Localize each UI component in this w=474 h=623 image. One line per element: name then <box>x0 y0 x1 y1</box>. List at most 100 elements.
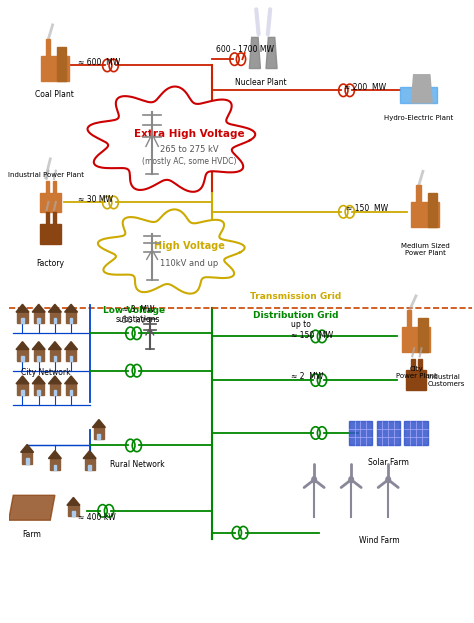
Polygon shape <box>32 341 45 350</box>
Polygon shape <box>32 376 45 384</box>
Bar <box>26 459 28 464</box>
Bar <box>411 359 415 370</box>
Polygon shape <box>16 341 29 350</box>
Circle shape <box>312 477 317 483</box>
Bar <box>418 359 421 370</box>
Bar <box>50 459 60 470</box>
Text: Wind Farm: Wind Farm <box>359 536 399 545</box>
Polygon shape <box>83 450 96 459</box>
Bar <box>68 505 79 516</box>
Text: 600 - 1700 MW: 600 - 1700 MW <box>216 45 273 54</box>
Text: City
Power Plant: City Power Plant <box>395 366 437 379</box>
Text: Extra High Voltage: Extra High Voltage <box>134 129 245 139</box>
Circle shape <box>386 477 391 483</box>
Bar <box>98 434 100 439</box>
Bar <box>54 318 56 323</box>
Text: High Voltage: High Voltage <box>154 241 225 251</box>
Text: 110kV and up: 110kV and up <box>160 259 218 268</box>
Polygon shape <box>266 37 277 69</box>
Polygon shape <box>48 341 62 350</box>
Bar <box>50 312 60 323</box>
Bar <box>418 318 428 352</box>
Bar <box>40 193 61 212</box>
Polygon shape <box>64 341 78 350</box>
Polygon shape <box>21 444 34 452</box>
Bar <box>18 384 27 395</box>
Bar <box>404 421 428 445</box>
Bar <box>34 384 44 395</box>
Bar <box>34 312 44 323</box>
Bar <box>18 312 27 323</box>
Text: Industrial
Customers: Industrial Customers <box>428 374 465 386</box>
Bar <box>411 202 439 227</box>
Polygon shape <box>411 75 432 103</box>
Text: Farm: Farm <box>22 530 41 538</box>
Text: ≈ 150  MW: ≈ 150 MW <box>346 204 388 213</box>
Bar <box>37 390 40 395</box>
Polygon shape <box>64 376 78 384</box>
Text: Coal Plant: Coal Plant <box>36 90 74 99</box>
Text: Distribution Grid: Distribution Grid <box>253 311 338 320</box>
Text: ≈ 200  MW: ≈ 200 MW <box>344 83 386 92</box>
Bar <box>66 350 76 361</box>
Text: 50 kV: 50 kV <box>122 316 146 325</box>
Text: Transmission Grid: Transmission Grid <box>250 292 341 301</box>
Polygon shape <box>48 376 62 384</box>
Bar <box>88 465 91 470</box>
Bar <box>21 390 24 395</box>
Circle shape <box>349 477 354 483</box>
Bar <box>377 421 400 445</box>
Text: Medium Sized
Power Plant: Medium Sized Power Plant <box>401 243 450 256</box>
Bar <box>40 224 61 244</box>
Bar <box>37 318 40 323</box>
Polygon shape <box>16 304 29 312</box>
Bar <box>21 318 24 323</box>
Text: Low Voltage: Low Voltage <box>102 306 164 315</box>
Text: City Network: City Network <box>21 368 71 376</box>
Polygon shape <box>67 497 80 505</box>
Polygon shape <box>88 87 255 192</box>
Bar <box>34 350 44 361</box>
Text: ≈ 400 kW: ≈ 400 kW <box>78 513 116 521</box>
Bar <box>37 356 40 361</box>
Polygon shape <box>98 209 245 293</box>
Polygon shape <box>48 450 62 459</box>
Bar <box>57 47 66 81</box>
Text: Factory: Factory <box>36 259 64 267</box>
Bar <box>416 185 420 202</box>
Text: ≈ 30 MW: ≈ 30 MW <box>78 195 113 204</box>
Text: Solar Farm: Solar Farm <box>368 458 409 467</box>
Bar <box>50 384 60 395</box>
Text: ≈ 600  MW: ≈ 600 MW <box>78 58 120 67</box>
Bar <box>54 465 56 470</box>
Bar <box>41 56 69 81</box>
Bar <box>402 327 430 352</box>
Text: ≈ 2  MW: ≈ 2 MW <box>291 373 323 381</box>
Bar <box>66 312 76 323</box>
Polygon shape <box>9 495 55 520</box>
Bar <box>72 511 75 516</box>
Bar <box>66 384 76 395</box>
Bar <box>21 356 24 361</box>
Bar <box>70 356 73 361</box>
Bar <box>70 390 73 395</box>
Polygon shape <box>64 304 78 312</box>
Bar <box>22 452 32 464</box>
Text: Nuclear Plant: Nuclear Plant <box>235 78 287 87</box>
Bar <box>400 87 437 103</box>
Text: Rural Network: Rural Network <box>110 460 165 468</box>
Polygon shape <box>92 419 105 427</box>
Bar <box>53 181 56 193</box>
Bar <box>46 39 50 56</box>
Bar <box>53 212 56 224</box>
Text: up to
≈ 150  MW: up to ≈ 150 MW <box>291 320 333 340</box>
Text: ≈ 3  MW
substations: ≈ 3 MW substations <box>116 305 161 324</box>
Bar <box>54 356 56 361</box>
Text: Industrial Power Plant: Industrial Power Plant <box>8 171 83 178</box>
Bar <box>349 421 372 445</box>
Bar <box>428 193 437 227</box>
Text: 265 to 275 kV: 265 to 275 kV <box>160 145 219 154</box>
Bar <box>70 318 73 323</box>
Polygon shape <box>32 304 45 312</box>
Bar <box>84 459 95 470</box>
